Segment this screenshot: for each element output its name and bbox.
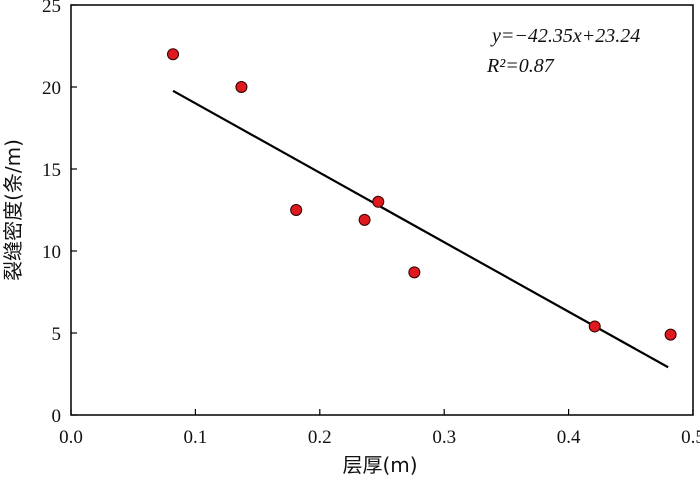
y-tick-label: 15 [42,160,61,181]
data-point [167,48,180,61]
equation-annotation: y=−42.35x+23.24 [490,25,640,47]
x-tick-label: 0.4 [557,427,581,448]
x-tick-label: 0.0 [59,427,83,448]
data-point [408,266,421,279]
data-point [372,195,385,208]
x-tick-label: 0.1 [184,427,208,448]
ticks: 0.0 0.1 0.2 0.3 0.4 0.5 0 5 10 15 20 25 [42,0,700,448]
x-tick-label: 0.3 [432,427,456,448]
axes [70,4,694,416]
fit-line-group [172,89,669,369]
data-points [167,48,677,341]
data-point [290,204,303,216]
x-axis-title: 层厚(m) [342,453,417,477]
x-tick-label: 0.5 [681,427,700,448]
y-tick-label: 25 [42,0,61,17]
data-point [235,81,248,93]
y-tick-label: 5 [52,324,62,345]
y-tick-label: 0 [52,406,62,427]
data-point [664,328,677,341]
data-point [588,320,601,333]
y-axis-title: 裂缝密度(条/m) [1,139,25,281]
data-point [358,213,371,226]
y-tick-label: 20 [42,78,61,99]
r-squared-annotation: R²=0.87 [486,55,555,77]
plot-frame [70,4,694,416]
x-tick-label: 0.2 [308,427,332,448]
regression-line [172,89,669,369]
y-tick-label: 10 [42,242,61,263]
